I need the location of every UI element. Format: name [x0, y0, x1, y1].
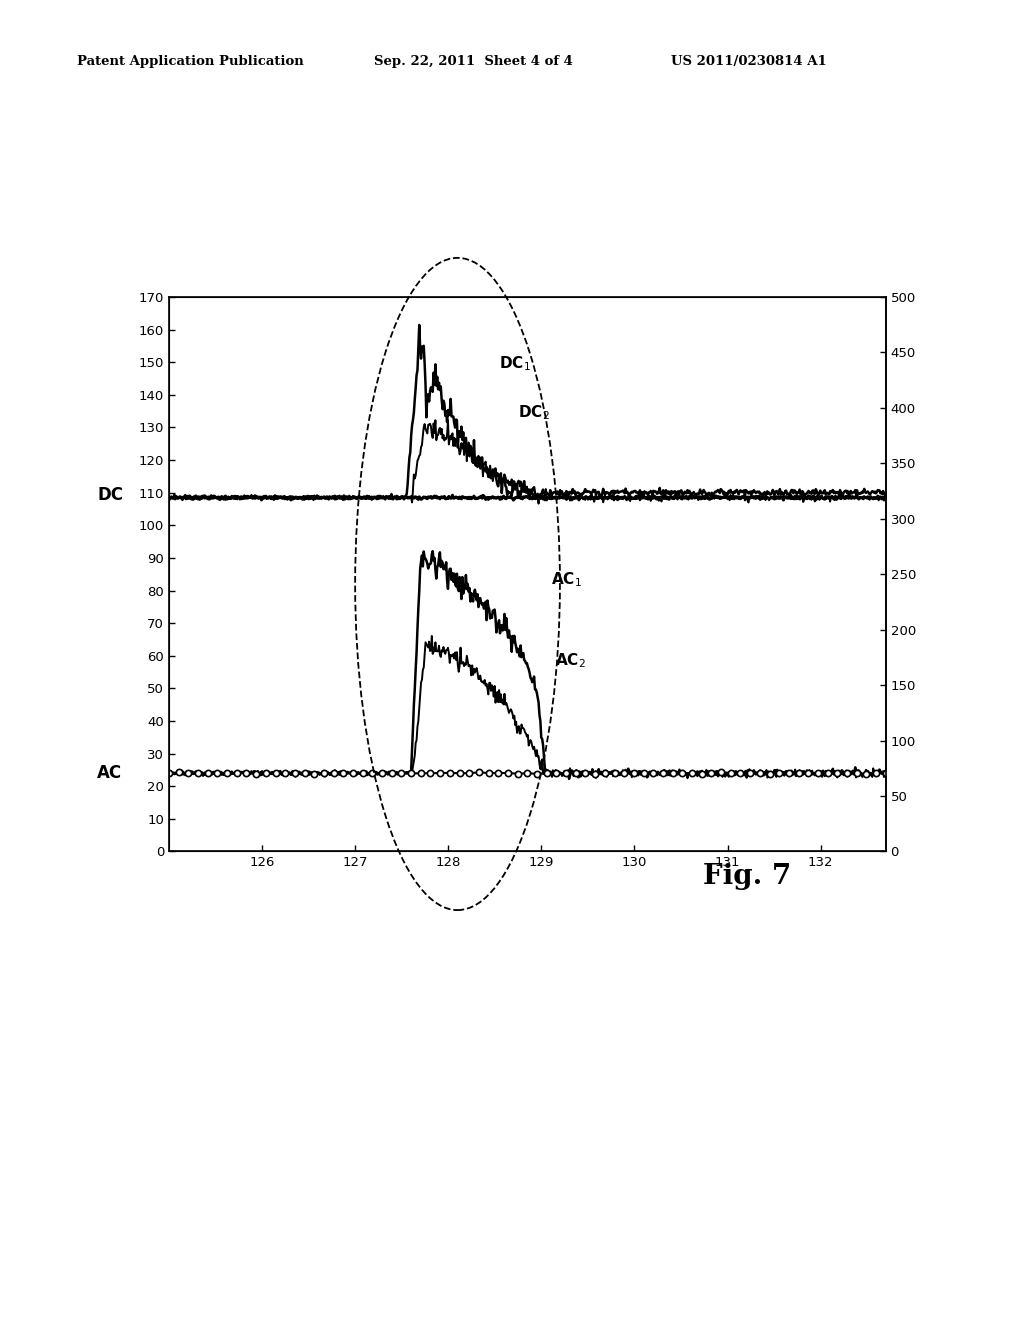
- Text: AC$_2$: AC$_2$: [555, 652, 586, 671]
- Text: AC$_1$: AC$_1$: [551, 570, 582, 589]
- Text: DC$_2$: DC$_2$: [518, 404, 550, 422]
- Text: Sep. 22, 2011  Sheet 4 of 4: Sep. 22, 2011 Sheet 4 of 4: [374, 55, 572, 69]
- Text: DC$_1$: DC$_1$: [500, 355, 531, 374]
- Text: DC: DC: [97, 486, 123, 504]
- Text: Patent Application Publication: Patent Application Publication: [77, 55, 303, 69]
- Text: Fig. 7: Fig. 7: [703, 863, 792, 891]
- Text: US 2011/0230814 A1: US 2011/0230814 A1: [671, 55, 826, 69]
- Text: AC: AC: [97, 764, 123, 783]
